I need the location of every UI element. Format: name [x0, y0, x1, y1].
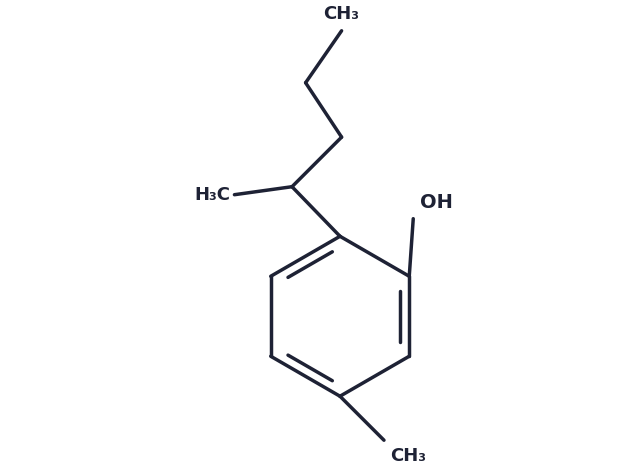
Text: OH: OH	[420, 193, 452, 212]
Text: CH₃: CH₃	[324, 5, 360, 23]
Text: CH₃: CH₃	[390, 446, 426, 465]
Text: H₃C: H₃C	[195, 186, 230, 204]
